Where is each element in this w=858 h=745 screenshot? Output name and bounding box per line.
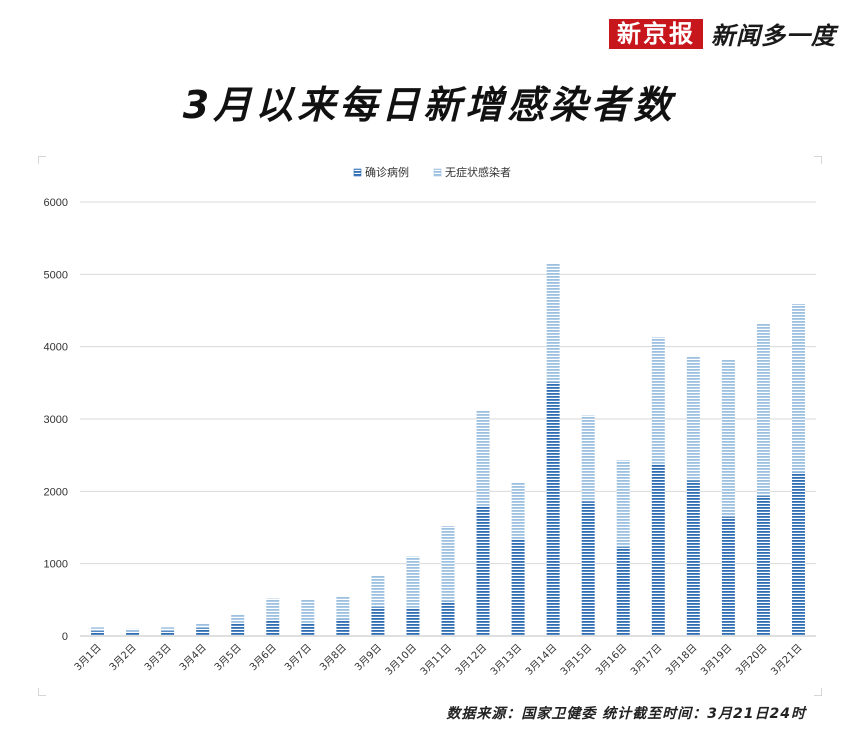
bar-confirmed — [686, 480, 700, 636]
bar-asymptomatic — [791, 303, 805, 473]
bar-confirmed — [791, 472, 805, 636]
x-tick-label: 3月16日 — [593, 642, 629, 678]
bar-confirmed — [371, 607, 385, 636]
bar-asymptomatic — [126, 628, 140, 632]
y-tick-label: 1000 — [44, 559, 68, 571]
x-tick-label: 3月13日 — [488, 642, 524, 678]
bar-asymptomatic — [196, 622, 210, 629]
legend: 确诊病例 无症状感染者 — [353, 165, 511, 179]
chart-frame: 0 1000 2000 3000 4000 5000 6000 确诊病例 无症状感染者 3月1日 3… — [38, 156, 822, 696]
y-tick-label: 6000 — [44, 197, 68, 209]
bar-asymptomatic — [686, 356, 700, 481]
bar-confirmed — [476, 505, 490, 636]
y-tick-label: 2000 — [44, 486, 68, 498]
x-tick-label: 3月12日 — [453, 642, 489, 678]
bar-asymptomatic — [231, 614, 245, 624]
x-tick-label: 3月1日 — [72, 642, 104, 674]
bar-asymptomatic — [161, 627, 175, 631]
bar-confirmed — [581, 501, 595, 636]
bar-confirmed — [511, 539, 525, 636]
x-tick-label: 3月3日 — [142, 642, 174, 674]
bar-asymptomatic — [756, 323, 770, 496]
x-tick-label: 3月5日 — [212, 642, 244, 674]
x-tick-label: 3月15日 — [558, 642, 594, 678]
legend-swatch — [433, 168, 442, 177]
bar-asymptomatic — [301, 599, 315, 623]
x-tick-label: 3月11日 — [418, 642, 454, 678]
x-tick-label: 3月2日 — [107, 642, 139, 674]
y-tick-label: 4000 — [44, 342, 68, 354]
x-tick-label: 3月14日 — [523, 642, 559, 678]
x-tick-label: 3月18日 — [663, 642, 699, 678]
bar-confirmed — [231, 623, 245, 636]
bar-confirmed — [301, 622, 315, 636]
bar-confirmed — [161, 630, 175, 636]
bar-asymptomatic — [336, 596, 350, 620]
brand-column-name: 新闻多一度 — [711, 22, 836, 50]
bar-confirmed — [441, 601, 455, 636]
bar-confirmed — [616, 547, 630, 636]
legend-label: 无症状感染者 — [445, 165, 511, 179]
bar-asymptomatic — [371, 575, 385, 608]
bar-asymptomatic — [721, 359, 735, 517]
data-source-note: 数据来源：国家卫健委 统计截至时间：3月21日24时 — [446, 706, 806, 722]
bar-asymptomatic — [441, 526, 455, 602]
x-tick-label: 3月21日 — [768, 642, 804, 678]
brand-header: 新京报 新闻多一度 — [609, 16, 836, 51]
x-tick-label: 3月20日 — [733, 642, 769, 678]
brand-logo: 新京报 — [609, 18, 703, 49]
x-tick-label: 3月6日 — [247, 642, 279, 674]
bar-confirmed — [336, 619, 350, 636]
bar-confirmed — [266, 620, 280, 636]
bar-confirmed — [126, 631, 140, 636]
x-tick-label: 3月7日 — [282, 642, 314, 674]
legend-swatch — [353, 168, 362, 177]
x-tick-label: 3月10日 — [383, 642, 419, 678]
bar-confirmed — [196, 628, 210, 636]
bar-asymptomatic — [546, 263, 560, 383]
y-tick-label: 0 — [62, 631, 68, 643]
page-title: 3月以来每日新增感染者数 — [182, 83, 676, 127]
bar-confirmed — [406, 607, 420, 636]
bar-confirmed — [721, 516, 735, 636]
x-tick-label: 3月19日 — [698, 642, 734, 678]
bar-asymptomatic — [651, 337, 665, 464]
x-tick-label: 3月8日 — [317, 642, 349, 674]
bar-asymptomatic — [616, 460, 630, 548]
x-tick-label: 3月17日 — [628, 642, 664, 678]
bar-asymptomatic — [476, 410, 490, 506]
bar-confirmed — [651, 463, 665, 636]
y-tick-label: 5000 — [44, 269, 68, 281]
bar-confirmed — [91, 630, 105, 636]
bar-asymptomatic — [406, 556, 420, 608]
bar-confirmed — [756, 495, 770, 636]
x-tick-label: 3月4日 — [177, 642, 209, 674]
legend-label: 确诊病例 — [365, 165, 409, 179]
bar-confirmed — [546, 382, 560, 636]
x-tick-label: 3月9日 — [352, 642, 384, 674]
bar-asymptomatic — [581, 415, 595, 502]
bar-asymptomatic — [266, 598, 280, 621]
bar-asymptomatic — [91, 627, 105, 631]
y-tick-label: 3000 — [44, 414, 68, 426]
bar-asymptomatic — [511, 482, 525, 540]
